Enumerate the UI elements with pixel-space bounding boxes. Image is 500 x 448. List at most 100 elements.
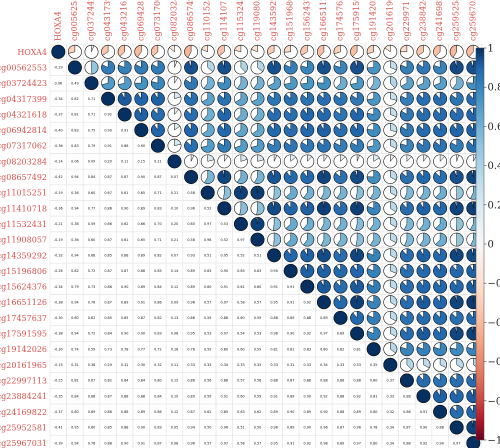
correlation-value: 0.90 xyxy=(420,426,428,430)
correlation-value: 0.88 xyxy=(320,379,328,383)
correlation-value: 0.73 xyxy=(88,285,96,289)
correlation-pie xyxy=(333,217,348,231)
correlation-pie xyxy=(399,295,414,310)
correlation-value: 0.80 xyxy=(221,347,229,351)
column-label: cg15624376 xyxy=(302,0,311,41)
correlation-pie xyxy=(150,44,165,59)
correlation-value: 0.56 xyxy=(204,379,212,383)
correlation-value: 0.88 xyxy=(121,426,129,430)
correlation-pie xyxy=(433,170,448,184)
correlation-pie xyxy=(416,123,431,137)
diagonal-pie xyxy=(134,123,149,137)
correlation-pie xyxy=(267,107,282,122)
correlation-pie xyxy=(316,76,331,91)
correlation-value: 0.87 xyxy=(104,269,112,273)
correlation-pie xyxy=(200,138,215,153)
correlation-value: 0.96 xyxy=(270,426,278,430)
correlation-pie xyxy=(449,232,464,247)
correlation-pie xyxy=(433,248,448,263)
correlation-pie xyxy=(449,107,464,122)
correlation-value: 0.97 xyxy=(221,441,229,445)
correlation-value: 0.89 xyxy=(187,285,195,289)
legend-tick-label: 0 xyxy=(488,240,494,251)
correlation-value: -0.25 xyxy=(54,379,63,383)
correlation-pie xyxy=(416,91,431,106)
correlation-value: 0.86 xyxy=(154,300,162,304)
correlation-value: 0.61 xyxy=(121,191,129,195)
correlation-pie xyxy=(350,295,365,310)
correlation-value: 0.89 xyxy=(221,410,229,414)
correlation-pie xyxy=(250,107,265,122)
correlation-pie xyxy=(399,357,414,372)
correlation-pie xyxy=(217,170,232,184)
correlation-pie xyxy=(283,91,298,106)
correlation-value: 0.88 xyxy=(436,426,444,430)
row-label: cg17591595 xyxy=(0,330,47,339)
correlation-value: 0.15 xyxy=(138,160,146,164)
correlation-value: 0.81 xyxy=(287,347,295,351)
correlation-pie xyxy=(300,201,315,216)
correlation-value: 0.90 xyxy=(287,332,295,336)
diagonal-pie xyxy=(366,342,381,357)
legend-tick-label: −0.8 xyxy=(488,396,500,407)
correlation-pie xyxy=(433,123,448,137)
correlation-value: 0.60 xyxy=(237,316,245,320)
correlation-pie xyxy=(366,217,381,231)
correlation-pie xyxy=(350,232,365,247)
legend-tick-label: 0.2 xyxy=(488,200,500,211)
correlation-value: 0.95 xyxy=(221,253,229,257)
correlation-value: 0.92 xyxy=(304,300,312,304)
correlation-pie xyxy=(283,123,298,137)
column-label: cg11532431 xyxy=(236,0,245,41)
correlation-pie xyxy=(184,123,199,137)
correlation-value: 0.93 xyxy=(187,253,195,257)
correlation-value: 0.60 xyxy=(237,347,245,351)
correlation-value: 0.96 xyxy=(187,441,195,445)
correlation-pie xyxy=(333,60,348,75)
correlation-pie xyxy=(383,91,398,106)
correlation-pie xyxy=(217,91,232,106)
correlation-pie xyxy=(233,170,248,184)
correlation-pie xyxy=(167,123,182,137)
correlation-value: -0.30 xyxy=(54,316,63,320)
correlation-value: 0.30 xyxy=(138,363,146,367)
correlation-pie xyxy=(366,310,381,325)
correlation-pie xyxy=(233,201,248,216)
correlation-value: 0.85 xyxy=(104,316,112,320)
correlation-value: 0.56 xyxy=(254,379,262,383)
correlation-pie xyxy=(267,91,282,106)
correlation-value: 0.06 xyxy=(71,160,79,164)
correlation-pie xyxy=(449,123,464,137)
correlation-pie xyxy=(67,44,82,59)
correlation-pie xyxy=(84,44,99,59)
correlation-pie xyxy=(433,279,448,294)
color-legend-bar xyxy=(475,47,485,441)
diagonal-pie xyxy=(350,326,365,341)
correlation-pie xyxy=(233,44,248,59)
correlation-value: 0.94 xyxy=(71,300,79,304)
correlation-value: 0.89 xyxy=(287,426,295,430)
correlation-pie xyxy=(333,185,348,200)
correlation-value: -0.40 xyxy=(54,128,63,132)
correlation-pie xyxy=(366,60,381,75)
correlation-value: 0.59 xyxy=(204,394,212,398)
correlation-value: 0.80 xyxy=(71,316,79,320)
correlation-value: 0.88 xyxy=(337,394,345,398)
correlation-value: 0.21 xyxy=(154,160,162,164)
correlation-value: 0.84 xyxy=(154,394,162,398)
correlation-value: 0.31 xyxy=(71,363,79,367)
correlation-pie xyxy=(300,232,315,247)
correlation-pie xyxy=(167,76,182,91)
correlation-value: 0.10 xyxy=(171,394,179,398)
correlation-pie xyxy=(150,91,165,106)
column-label: cg23884241 xyxy=(419,0,428,41)
correlation-pie xyxy=(200,76,215,91)
correlation-pie xyxy=(267,232,282,247)
correlation-pie xyxy=(233,123,248,137)
correlation-value: 0.86 xyxy=(104,207,112,211)
correlation-pie xyxy=(200,107,215,122)
correlation-pie xyxy=(399,279,414,294)
correlation-value: 0.33 xyxy=(204,363,212,367)
correlation-pie xyxy=(267,123,282,137)
column-label: cg25967031 xyxy=(468,0,477,41)
